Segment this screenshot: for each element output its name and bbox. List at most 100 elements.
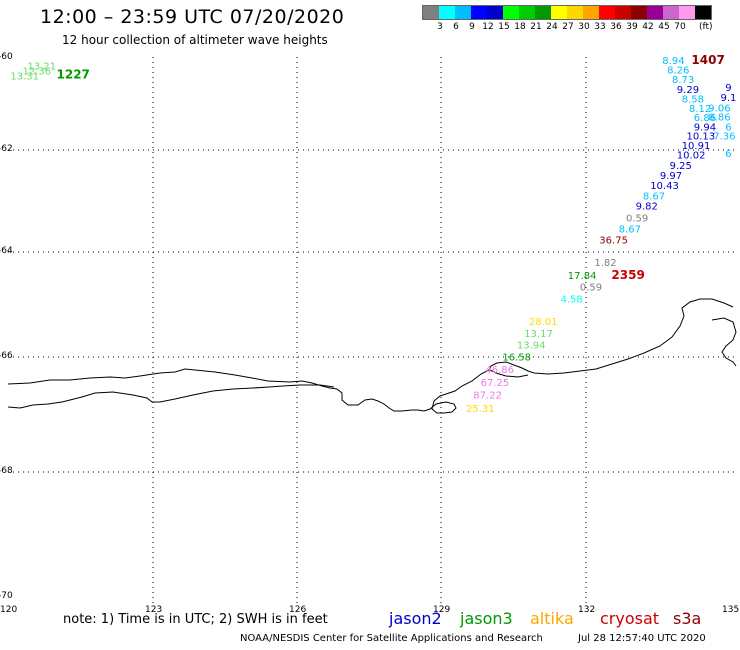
wave-height-label: 1.82 xyxy=(594,258,616,269)
legend-tick-label: 6 xyxy=(453,22,459,32)
lat-tick-62: -62 xyxy=(0,144,13,154)
legend-swatch xyxy=(519,6,535,19)
wave-height-label: 9.82 xyxy=(636,202,658,213)
wave-height-label: 9.25 xyxy=(670,161,692,172)
satellite-cryosat: cryosat xyxy=(600,609,660,628)
coastline-lower-edge xyxy=(7,384,335,409)
footer-timestamp: Jul 28 12:57:40 UTC 2020 xyxy=(578,633,706,644)
legend-swatch xyxy=(503,6,519,19)
wave-height-label: 12.36 xyxy=(23,67,52,78)
legend-tick-label: 45 xyxy=(658,22,670,32)
wave-height-label: 0.59 xyxy=(626,213,648,224)
legend-swatch xyxy=(455,6,471,19)
lat-tick-66: -66 xyxy=(0,351,13,361)
time-label: 1407 xyxy=(691,53,724,67)
lat-tick-68: -68 xyxy=(0,466,13,476)
wave-height-label: 9.06 xyxy=(708,103,730,114)
legend-tick-label: 15 xyxy=(498,22,510,32)
legend-swatch xyxy=(663,6,679,19)
wave-height-label: 4.58 xyxy=(561,295,583,306)
legend-tick-label: 3 xyxy=(437,22,443,32)
wave-height-label: 6.86 xyxy=(694,113,716,124)
legend-swatch xyxy=(487,6,503,19)
legend-tick-label: 27 xyxy=(562,22,574,32)
lat-tick-70: -70 xyxy=(0,591,13,601)
legend-tick-label: 39 xyxy=(626,22,638,32)
wave-height-label: 6 xyxy=(725,149,731,160)
lat-tick-60: -60 xyxy=(0,52,13,62)
time-label: 2359 xyxy=(611,268,644,282)
legend-tick-label: 36 xyxy=(610,22,622,32)
legend-swatch xyxy=(423,6,439,19)
footer-credit: NOAA/NESDIS Center for Satellite Applica… xyxy=(240,633,543,644)
satellite-jason3: jason3 xyxy=(460,609,513,628)
legend-tick-label: 70 xyxy=(674,22,686,32)
wave-height-label: 13.94 xyxy=(517,340,546,351)
lon-tick-132: 132 xyxy=(578,605,596,615)
legend-tick-label: 30 xyxy=(578,22,590,32)
satellite-jason2: jason2 xyxy=(389,609,442,628)
color-legend xyxy=(422,5,712,20)
wave-height-label: 28.01 xyxy=(529,317,558,328)
wave-height-label: 8.86 xyxy=(708,113,730,124)
chart-title: 12:00 – 23:59 UTC 07/20/2020 xyxy=(40,6,345,28)
wave-height-label: 9.94 xyxy=(694,122,716,133)
wave-height-label: 8.12 xyxy=(689,104,711,115)
coastline-inner-bay xyxy=(489,369,529,378)
wave-height-label: 8.67 xyxy=(619,225,641,236)
wave-height-label: 8.67 xyxy=(643,191,665,202)
legend-swatch xyxy=(583,6,599,19)
legend-tick-label: 42 xyxy=(642,22,654,32)
wave-height-label: 13.17 xyxy=(524,329,553,340)
wave-height-label: 8.94 xyxy=(662,56,684,67)
chart-subtitle: 12 hour collection of altimeter wave hei… xyxy=(62,33,328,47)
legend-swatch xyxy=(535,6,551,19)
lat-tick-64: -64 xyxy=(0,246,13,256)
lon-tick-126: 126 xyxy=(289,605,307,615)
legend-swatch xyxy=(471,6,487,19)
wave-height-label: 36.75 xyxy=(599,236,628,247)
satellite-altika: altika xyxy=(530,609,574,628)
wave-height-label: 10.13 xyxy=(687,132,716,143)
legend-swatch xyxy=(631,6,647,19)
wave-height-label: 9 xyxy=(725,83,731,94)
wave-height-label: 10.43 xyxy=(650,181,679,192)
legend-unit: (ft) xyxy=(699,22,713,32)
legend-swatch xyxy=(599,6,615,19)
coastline xyxy=(7,298,737,414)
legend-swatch xyxy=(679,6,695,19)
lon-tick-120: 120 xyxy=(0,605,18,615)
legend-tick-label: 9 xyxy=(469,22,475,32)
wave-height-label: 7.36 xyxy=(713,132,735,143)
lon-tick-135: 135 xyxy=(722,605,740,615)
legend-swatch xyxy=(647,6,663,19)
wave-height-label: 13.31 xyxy=(10,71,39,82)
legend-swatch xyxy=(695,6,711,19)
wave-height-label: 87.22 xyxy=(473,391,502,402)
legend-tick-label: 33 xyxy=(594,22,606,32)
wave-height-label: 46.86 xyxy=(485,365,514,376)
satellite-s3a: s3a xyxy=(673,609,702,628)
legend-swatch xyxy=(551,6,567,19)
wave-height-label: 17.84 xyxy=(568,271,597,282)
footer-note: note: 1) Time is in UTC; 2) SWH is in fe… xyxy=(63,612,328,627)
lon-tick-123: 123 xyxy=(145,605,163,615)
wave-height-label: 10.02 xyxy=(677,151,706,162)
wave-height-label: 10.91 xyxy=(682,141,711,152)
lon-tick-129: 129 xyxy=(433,605,451,615)
legend-tick-label: 21 xyxy=(530,22,542,32)
wave-height-label: 0.59 xyxy=(580,283,602,294)
legend-swatch xyxy=(567,6,583,19)
wave-height-label: 6 xyxy=(725,122,731,133)
wave-height-label: 8.26 xyxy=(667,66,689,77)
legend-swatch xyxy=(439,6,455,19)
time-label: 1227 xyxy=(57,67,90,81)
wave-height-label: 9.1 xyxy=(721,93,737,104)
legend-swatch xyxy=(615,6,631,19)
legend-tick-label: 24 xyxy=(546,22,558,32)
wave-height-label: 16.58 xyxy=(502,352,531,363)
wave-height-label: 8.58 xyxy=(682,95,704,106)
antarctic-coastline xyxy=(7,298,734,414)
